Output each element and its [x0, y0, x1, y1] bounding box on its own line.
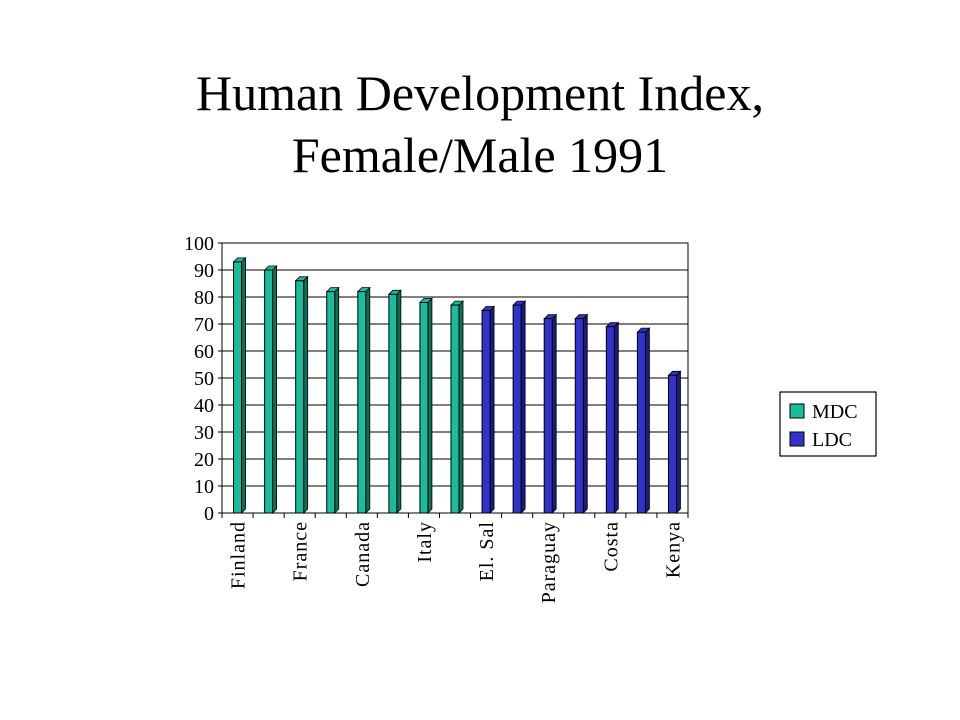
bar: [233, 261, 243, 514]
bar-side: [645, 327, 650, 514]
bar: [326, 291, 336, 514]
bar-side: [613, 321, 619, 514]
bar: [295, 280, 305, 514]
bar-side: [458, 300, 464, 514]
chart-title: Human Development Index, Female/Male 199…: [0, 62, 960, 186]
bar-side: [303, 275, 309, 514]
bar-side: [551, 313, 557, 514]
x-tick-label: El. Sal: [476, 521, 498, 581]
bar: [481, 310, 491, 514]
bar-side: [520, 300, 526, 514]
x-tick-label: Finland: [228, 521, 250, 589]
bar: [388, 293, 398, 514]
x-tick-label: Canada: [352, 521, 374, 587]
bar: [636, 331, 646, 514]
legend-label-ldc: LDC: [812, 429, 852, 451]
bar: [450, 304, 460, 514]
bar-side: [489, 305, 495, 514]
bar: [512, 304, 522, 514]
bar-side: [396, 289, 402, 514]
bar: [667, 374, 677, 514]
bar-side: [676, 370, 681, 514]
chart-title-line-1: Human Development Index,: [196, 65, 764, 121]
legend-swatch-ldc: [789, 431, 805, 447]
y-tick-label: 80: [194, 287, 214, 309]
bar: [605, 326, 615, 514]
y-tick-label: 50: [194, 368, 214, 390]
bar: [574, 318, 584, 514]
bar: [357, 291, 367, 514]
bar: [264, 269, 274, 514]
y-tick-label: 40: [194, 395, 214, 417]
y-tick-label: 60: [194, 341, 214, 363]
x-tick-label: France: [290, 521, 312, 581]
bar-side: [272, 265, 278, 514]
bar-side: [427, 297, 433, 514]
x-tick-label: Kenya: [662, 521, 684, 578]
bar-side: [365, 286, 371, 514]
y-tick-label: 0: [204, 503, 214, 525]
y-tick-label: 30: [194, 422, 214, 444]
bar-side: [582, 313, 588, 514]
bar: [543, 318, 553, 514]
x-tick-label: Costa: [600, 521, 622, 572]
chart-title-line-2: Female/Male 1991: [291, 127, 669, 183]
y-tick-label: 10: [194, 476, 214, 498]
legend-swatch-mdc: [789, 403, 805, 419]
bar-side: [334, 286, 340, 514]
bar-side: [241, 256, 246, 514]
y-tick-label: 100: [184, 233, 214, 255]
x-tick-label: Italy: [414, 521, 436, 563]
bar: [419, 301, 429, 514]
x-tick-label: Paraguay: [538, 521, 560, 603]
y-tick-label: 70: [194, 314, 214, 336]
legend-label-mdc: MDC: [812, 401, 858, 423]
y-tick-label: 90: [194, 260, 214, 282]
y-tick-label: 20: [194, 449, 214, 471]
